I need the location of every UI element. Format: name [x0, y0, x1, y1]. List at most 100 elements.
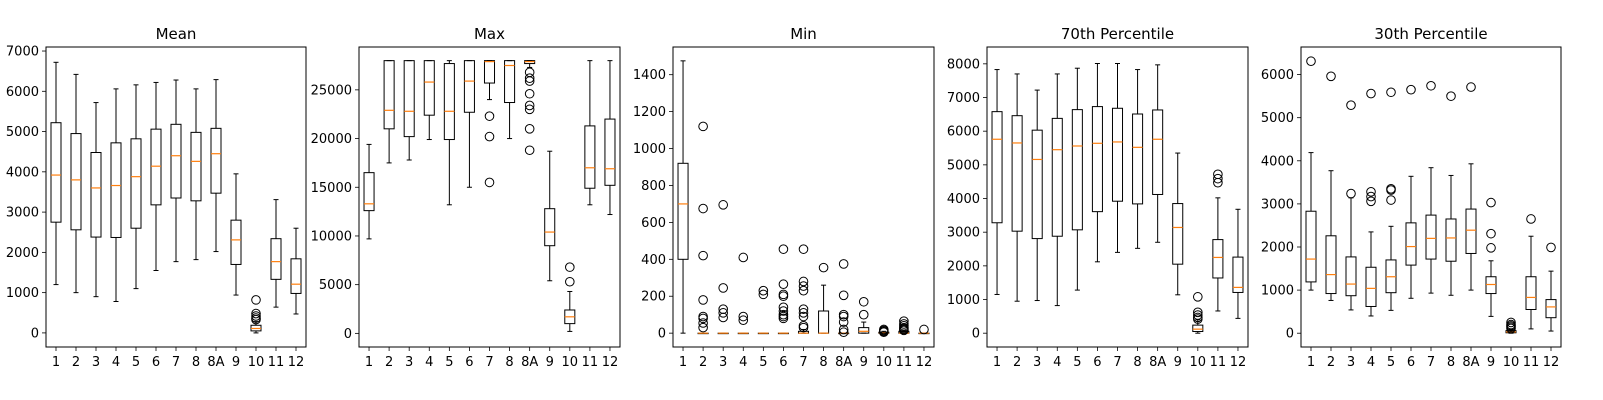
- box-12: [918, 324, 930, 335]
- iqr-box: [818, 310, 830, 334]
- outlier-point: [718, 308, 728, 318]
- iqr-box: [991, 111, 1003, 224]
- x-tick-label: 8A: [207, 355, 224, 370]
- iqr-box: [1031, 129, 1043, 240]
- x-tick-label: 12: [916, 355, 933, 370]
- x-tick-label: 1: [1307, 355, 1315, 370]
- x-tick-label: 7: [799, 355, 807, 370]
- outlier-point: [798, 308, 809, 318]
- outlier-point: [838, 317, 849, 327]
- box-11: [270, 199, 282, 308]
- box-1: [677, 60, 689, 334]
- box-11: [898, 316, 910, 336]
- iqr-box: [1305, 210, 1317, 283]
- chart-title: Min: [790, 25, 817, 43]
- x-tick-label: 4: [425, 355, 433, 370]
- iqr-box: [1325, 235, 1337, 295]
- x-tick-label: 8A: [1462, 355, 1479, 370]
- outlier-point: [798, 320, 809, 331]
- y-tick-label: 7000: [6, 45, 39, 60]
- x-tick-label: 3: [405, 355, 413, 370]
- box-10: [1505, 317, 1517, 334]
- outlier-point: [1193, 292, 1203, 302]
- iqr-box: [210, 127, 222, 194]
- y-tick-label: 20000: [311, 132, 352, 147]
- outlier-point: [838, 327, 849, 338]
- y-tick-label: 2000: [1261, 241, 1294, 256]
- outlier-point: [1366, 191, 1376, 202]
- iqr-box: [90, 152, 102, 238]
- iqr-box: [110, 142, 122, 238]
- x-tick-label: 5: [132, 355, 140, 370]
- x-tick-label: 5: [759, 355, 767, 370]
- box-4: [1051, 73, 1063, 307]
- iqr-box: [1232, 256, 1244, 293]
- outlier-point: [798, 276, 809, 287]
- outlier-point: [565, 262, 575, 272]
- iqr-box: [443, 63, 455, 141]
- iqr-box: [1485, 276, 1497, 295]
- box-10: [878, 324, 890, 338]
- outlier-point: [758, 285, 769, 296]
- outlier-point: [778, 244, 789, 254]
- plot-frame: [45, 46, 307, 348]
- box-9: [544, 150, 556, 282]
- iqr-box: [150, 128, 162, 206]
- outlier-point: [879, 327, 889, 338]
- box-8: [1132, 69, 1144, 249]
- chart-panel-5: 30th Percentile 0 1000 2000 3000 4000 5000 6000…: [1261, 25, 1562, 370]
- iqr-box: [363, 172, 375, 212]
- x-tick-label: 6: [779, 355, 787, 370]
- x-tick-label: 2: [699, 355, 707, 370]
- iqr-box: [1545, 299, 1557, 319]
- x-tick-label: 2: [72, 355, 80, 370]
- box-4: [423, 60, 435, 141]
- y-tick-label: 5000: [947, 158, 980, 173]
- outlier-point: [778, 289, 789, 300]
- iqr-box: [1071, 109, 1083, 231]
- y-tick-label: 2000: [947, 259, 980, 274]
- outlier-point: [899, 325, 909, 336]
- outlier-point: [919, 324, 929, 335]
- box-3: [90, 102, 102, 298]
- y-tick-label: 0: [31, 326, 39, 341]
- x-tick-label: 5: [1387, 355, 1395, 370]
- outlier-point: [524, 104, 535, 115]
- iqr-box: [70, 133, 82, 231]
- box-7: [1111, 62, 1124, 253]
- chart-title: 30th Percentile: [1374, 25, 1487, 43]
- outlier-point: [524, 100, 535, 111]
- iqr-box: [483, 60, 496, 84]
- box-10: [564, 262, 576, 332]
- iqr-box: [130, 138, 142, 229]
- plot-frame: [672, 46, 935, 348]
- outlier-point: [1426, 80, 1436, 91]
- iqr-box: [1365, 266, 1377, 307]
- box-6: [463, 60, 475, 188]
- outlier-point: [524, 76, 535, 86]
- outlier-point: [738, 311, 749, 322]
- box-7: [170, 79, 182, 263]
- box-2: [697, 121, 709, 335]
- outlier-point: [798, 285, 809, 296]
- iqr-box: [604, 118, 616, 186]
- outlier-point: [524, 145, 535, 156]
- box-6: [150, 81, 162, 271]
- x-tick-label: 7: [1113, 355, 1121, 370]
- x-tick-label: 4: [112, 355, 120, 370]
- x-tick-label: 8: [1133, 355, 1141, 370]
- outlier-point: [1366, 88, 1376, 99]
- y-tick-label: 200: [641, 290, 666, 305]
- y-tick-label: 3000: [947, 226, 980, 241]
- iqr-box: [544, 208, 556, 247]
- x-tick-label: 6: [1407, 355, 1415, 370]
- y-tick-label: 5000: [6, 125, 39, 140]
- x-tick-label: 9: [860, 355, 868, 370]
- y-tick-label: 6000: [1261, 68, 1294, 83]
- x-tick-label: 7: [172, 355, 180, 370]
- outlier-point: [251, 314, 261, 325]
- box-3: [403, 60, 415, 161]
- box-8A: [210, 79, 222, 253]
- x-tick-label: 10: [1503, 355, 1520, 370]
